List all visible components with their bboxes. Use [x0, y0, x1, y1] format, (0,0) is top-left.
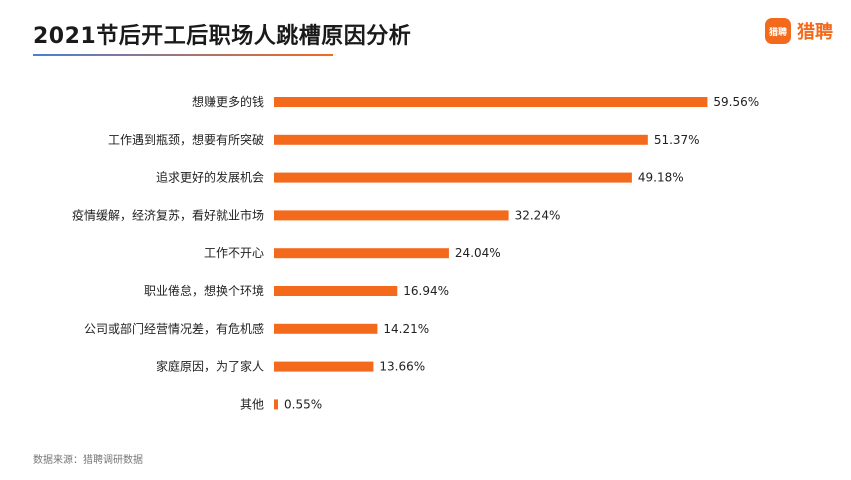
- value-label: 13.66%: [379, 360, 425, 374]
- category-label: 疫情缓解，经济复苏，看好就业市场: [72, 207, 264, 222]
- category-label: 工作遇到瓶颈，想要有所突破: [108, 132, 264, 147]
- category-label: 追求更好的发展机会: [156, 170, 264, 185]
- bar: [274, 134, 648, 145]
- value-label: 24.04%: [455, 246, 501, 260]
- category-label: 家庭原因，为了家人: [156, 359, 264, 374]
- value-label: 59.56%: [713, 95, 759, 109]
- logo: 猎聘 猎聘: [765, 18, 833, 44]
- bar: [274, 399, 279, 410]
- value-label: 51.37%: [654, 133, 700, 147]
- category-label: 想赚更多的钱: [192, 94, 264, 109]
- category-label: 工作不开心: [204, 246, 264, 260]
- bar: [274, 323, 378, 334]
- category-label: 职业倦怠，想换个环境: [144, 283, 264, 298]
- bar: [274, 361, 374, 372]
- value-label: 16.94%: [403, 284, 449, 298]
- value-label: 0.55%: [284, 397, 322, 411]
- logo-text: 猎聘: [797, 22, 833, 43]
- bar: [274, 286, 398, 296]
- title-underline: [33, 54, 333, 56]
- category-label: 其他: [240, 397, 264, 411]
- bar: [274, 210, 509, 221]
- value-label: 14.21%: [383, 322, 429, 336]
- category-label: 公司或部门经营情况差，有危机感: [84, 321, 264, 336]
- page-title: 2021节后开工后职场人跳槽原因分析: [33, 24, 412, 49]
- bar: [274, 97, 708, 107]
- value-label: 49.18%: [638, 171, 684, 185]
- logo-badge-icon: 猎聘: [765, 18, 791, 44]
- data-source: 数据来源：猎聘调研数据: [33, 455, 143, 466]
- bar: [274, 248, 449, 259]
- bar: [274, 172, 632, 183]
- value-label: 32.24%: [515, 208, 561, 222]
